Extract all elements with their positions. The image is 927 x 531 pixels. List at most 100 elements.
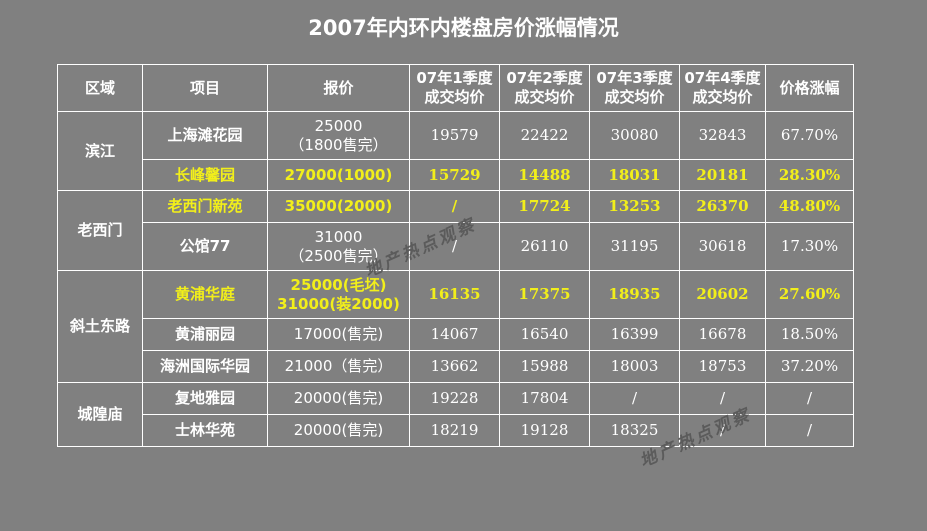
header-price: 报价 [267,64,410,112]
header-q2-line1: 07年2季度 [506,69,583,87]
q3-value: / [589,382,680,415]
price-line1: 31000 [314,227,363,246]
price-line2: 31000(装2000) [277,294,400,313]
table-row: 士林华苑 20000(售完) 18219 19128 18325 / / [58,414,854,447]
header-q1: 07年1季度 成交均价 [409,64,500,112]
header-q2: 07年2季度 成交均价 [499,64,590,112]
increase-value: 17.30% [765,222,854,271]
header-q4-line1: 07年4季度 [684,69,761,87]
price-cell: 27000(1000) [267,159,410,191]
q4-value: / [679,382,766,415]
header-increase: 价格涨幅 [765,64,854,112]
header-q4-line2: 成交均价 [692,88,753,106]
increase-value: 27.60% [765,270,854,319]
q2-value: 14488 [499,159,590,191]
project-name: 士林华苑 [142,414,268,447]
q3-value: 18031 [589,159,680,191]
table-row: 滨江 上海滩花园 25000 （1800售完） 19579 22422 30080… [57,111,854,191]
project-name: 上海滩花园 [142,111,268,160]
header-q3: 07年3季度 成交均价 [589,64,680,112]
q2-value: 22422 [499,111,590,160]
increase-value: 18.50% [765,318,854,351]
q2-value: 17804 [499,382,590,415]
table-row: 老西门 老西门新苑 35000(2000) / 17724 13253 2637… [57,190,854,271]
q3-value: 18003 [589,350,680,383]
price-line2: （2500售完） [289,246,388,265]
q1-value: 18219 [409,414,500,447]
header-q3-line1: 07年3季度 [596,69,673,87]
q1-value: 19579 [409,111,500,160]
increase-value: 37.20% [765,350,854,383]
q4-value: 26370 [679,190,766,223]
price-cell: 35000(2000) [267,190,410,223]
q4-value: 20602 [679,270,766,319]
project-name: 黄浦华庭 [142,270,268,319]
table-row: 长峰馨园 27000(1000) 15729 14488 18031 20181… [58,159,854,191]
q1-value: 19228 [409,382,500,415]
project-name: 老西门新苑 [142,190,268,223]
increase-value: 67.70% [765,111,854,160]
q3-value: 18935 [589,270,680,319]
project-name: 公馆77 [142,222,268,271]
q4-value: 30618 [679,222,766,271]
price-cell: 21000（售完） [267,350,410,383]
header-q2-line2: 成交均价 [514,88,575,106]
price-cell: 20000(售完) [267,414,410,447]
q4-value: / [679,414,766,447]
region-binjiang: 滨江 [57,111,143,191]
q3-value: 13253 [589,190,680,223]
page-title: 2007年内环内楼盘房价涨幅情况 [308,16,619,40]
q4-value: 20181 [679,159,766,191]
header-row: 区域 项目 报价 07年1季度 成交均价 07年2季度 成交均价 07年3季度 成交均… [57,64,854,112]
project-name: 长峰馨园 [142,159,268,191]
q2-value: 17375 [499,270,590,319]
increase-value: / [765,414,854,447]
q4-value: 16678 [679,318,766,351]
q2-value: 17724 [499,190,590,223]
region-laoximen: 老西门 [57,190,143,271]
q1-value: 14067 [409,318,500,351]
price-cell: 25000(毛坯) 31000(装2000) [267,270,410,319]
header-project: 项目 [142,64,268,112]
increase-value: / [765,382,854,415]
header-q1-line2: 成交均价 [424,88,485,106]
q1-value: 13662 [409,350,500,383]
table-row: 海洲国际华园 21000（售完） 13662 15988 18003 18753… [58,350,854,383]
q3-value: 18325 [589,414,680,447]
table-row: 城隍庙 复地雅园 20000(售完) 19228 17804 / / / [57,382,854,447]
q2-value: 26110 [499,222,590,271]
price-line2: （1800售完） [289,135,388,154]
q3-value: 16399 [589,318,680,351]
q2-value: 19128 [499,414,590,447]
header-q1-line1: 07年1季度 [416,69,493,87]
project-name: 复地雅园 [142,382,268,415]
table-row: 斜土东路 黄浦华庭 25000(毛坯) 31000(装2000) 16135 17… [57,270,854,383]
header-q4: 07年4季度 成交均价 [679,64,766,112]
q3-value: 30080 [589,111,680,160]
price-cell: 17000(售完) [267,318,410,351]
price-cell: 25000 （1800售完） [267,111,410,160]
q3-value: 31195 [589,222,680,271]
project-name: 海洲国际华园 [142,350,268,383]
region-xietudonglu: 斜土东路 [57,270,143,383]
q2-value: 15988 [499,350,590,383]
q2-value: 16540 [499,318,590,351]
project-name: 黄浦丽园 [142,318,268,351]
price-cell: 20000(售完) [267,382,410,415]
price-line1: 25000 [314,116,363,135]
q4-value: 32843 [679,111,766,160]
table-row: 黄浦丽园 17000(售完) 14067 16540 16399 16678 1… [58,318,854,351]
table-row: 公馆77 31000 （2500售完） / 26110 31195 30618 1… [58,222,854,271]
header-q3-line2: 成交均价 [604,88,665,106]
header-region: 区域 [57,64,143,112]
increase-value: 28.30% [765,159,854,191]
region-chenghuangmiao: 城隍庙 [57,382,143,447]
q1-value: / [409,190,500,223]
increase-value: 48.80% [765,190,854,223]
price-table: 区域 项目 报价 07年1季度 成交均价 07年2季度 成交均价 07年3季度 成交均… [57,64,854,447]
q4-value: 18753 [679,350,766,383]
q1-value: 15729 [409,159,500,191]
price-line1: 25000(毛坯) [290,275,387,294]
price-cell: 31000 （2500售完） [267,222,410,271]
q1-value: 16135 [409,270,500,319]
